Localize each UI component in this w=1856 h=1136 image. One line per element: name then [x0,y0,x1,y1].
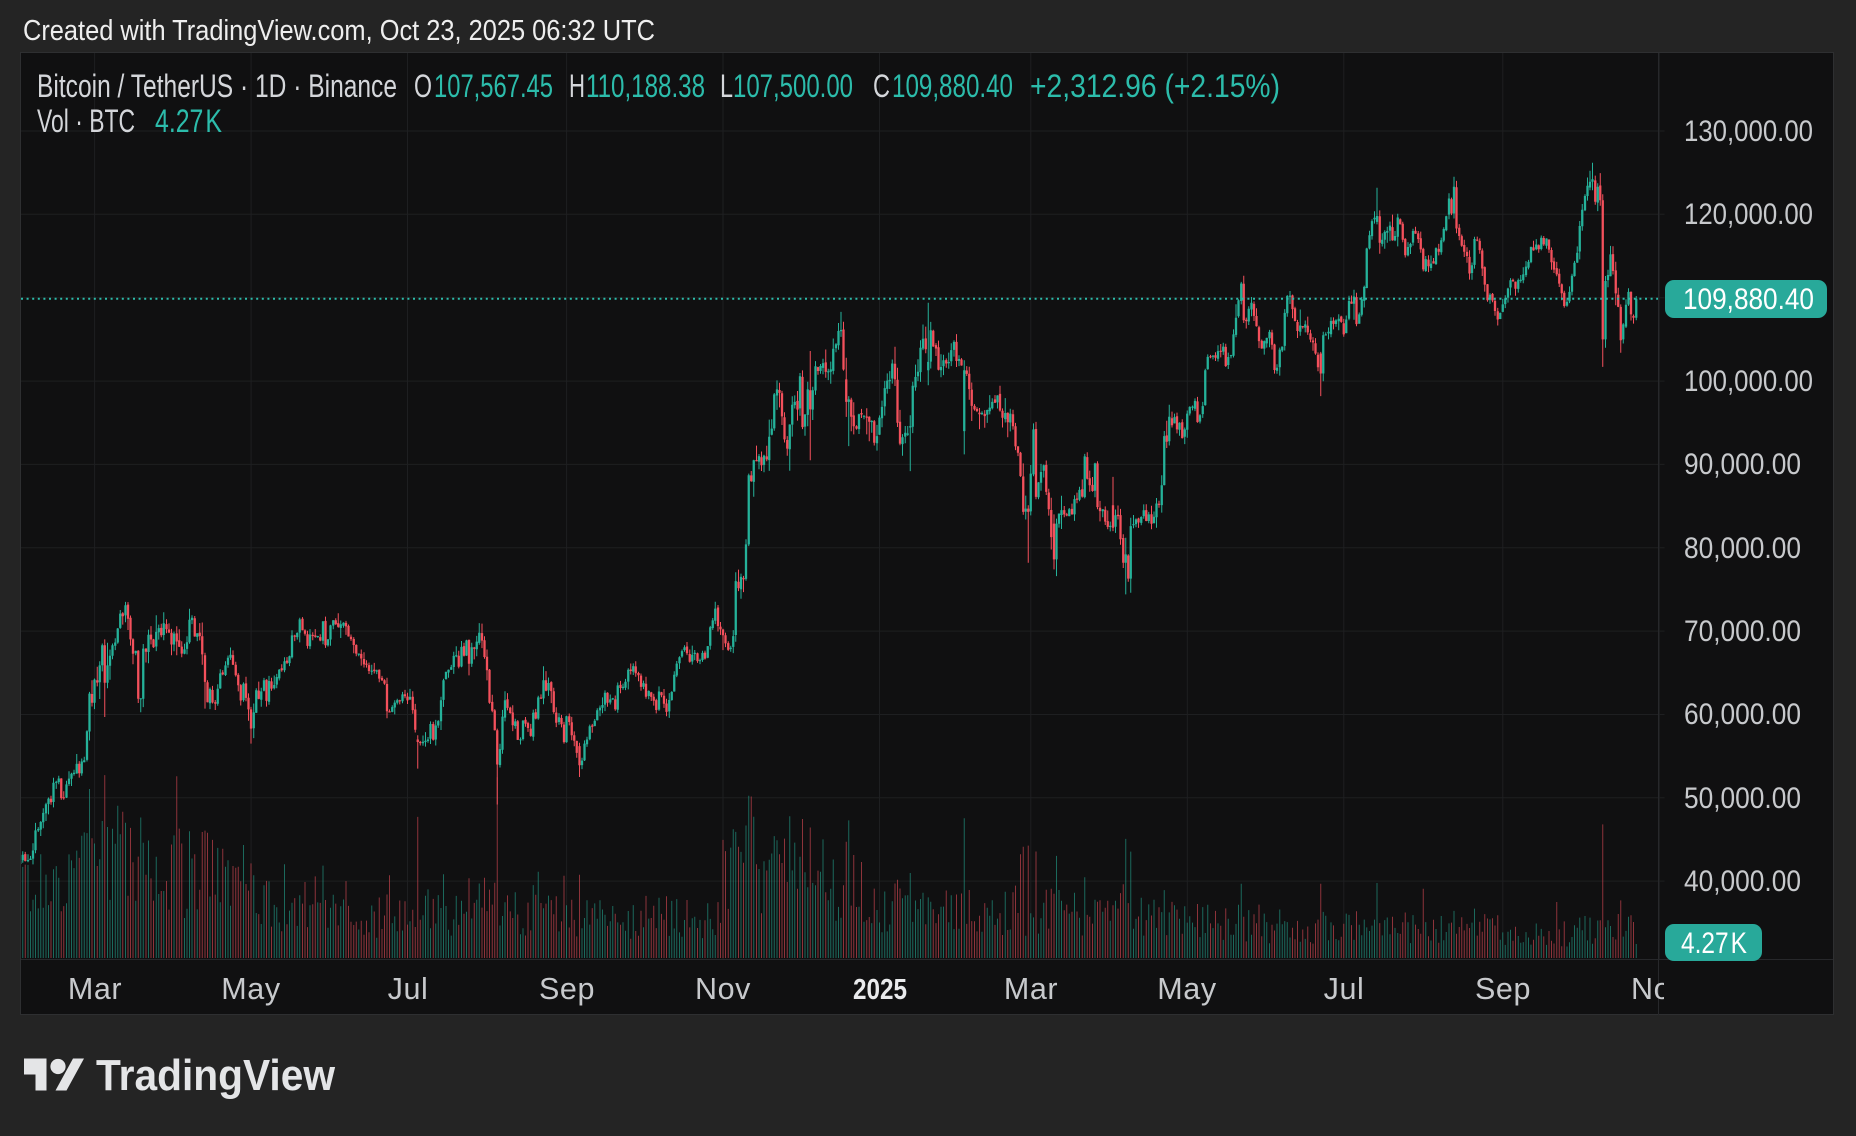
svg-text:109,880.40: 109,880.40 [1683,283,1814,316]
svg-text:110,188.38: 110,188.38 [586,68,705,104]
svg-text:107,500.00: 107,500.00 [733,68,853,104]
svg-text:120,000.00: 120,000.00 [1684,198,1813,231]
svg-text:Created with TradingView.com,: Created with TradingView.com, Oct 23, 20… [23,15,655,47]
svg-text:May: May [1157,972,1217,1006]
svg-text:Nov: Nov [1631,972,1687,1006]
svg-text:Bitcoin / TetherUS · 1D · Bina: Bitcoin / TetherUS · 1D · Binance [37,68,397,104]
svg-text:70,000.00: 70,000.00 [1684,615,1801,648]
svg-text:+2,312.96 (+2.15%): +2,312.96 (+2.15%) [1030,68,1280,104]
svg-text:C: C [873,68,890,104]
svg-text:100,000.00: 100,000.00 [1684,365,1813,398]
svg-text:O: O [414,68,432,104]
svg-text:Sep: Sep [539,972,595,1006]
svg-text:Mar: Mar [68,972,122,1006]
svg-text:TradingView: TradingView [96,1051,336,1100]
svg-text:60,000.00: 60,000.00 [1684,698,1801,731]
svg-text:90,000.00: 90,000.00 [1684,448,1801,481]
svg-text:May: May [221,972,281,1006]
svg-text:Jul: Jul [1324,972,1365,1006]
svg-text:80,000.00: 80,000.00 [1684,532,1801,565]
svg-text:107,567.45: 107,567.45 [434,68,553,104]
svg-text:4.27 K: 4.27 K [155,103,222,139]
svg-text:109,880.40: 109,880.40 [892,68,1013,104]
svg-text:50,000.00: 50,000.00 [1684,782,1801,815]
svg-text:Mar: Mar [1004,972,1058,1006]
svg-text:Jul: Jul [388,972,429,1006]
svg-text:Sep: Sep [1475,972,1531,1006]
svg-text:4.27 K: 4.27 K [1681,927,1747,960]
svg-text:Nov: Nov [695,972,751,1006]
svg-text:L: L [720,68,733,104]
svg-text:40,000.00: 40,000.00 [1684,865,1801,898]
svg-text:Vol · BTC: Vol · BTC [37,103,135,139]
svg-text:H: H [569,68,585,104]
svg-text:130,000.00: 130,000.00 [1684,115,1813,148]
svg-text:2025: 2025 [853,974,907,1006]
